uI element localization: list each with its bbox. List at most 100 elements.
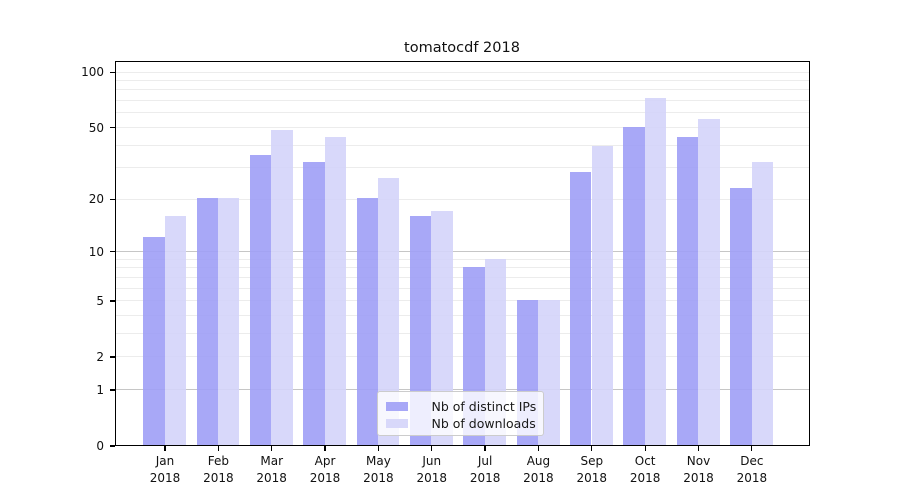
- x-tick-sep: [591, 446, 593, 451]
- gridline-4: [115, 314, 809, 316]
- x-tick-label-may: May 2018: [346, 453, 410, 486]
- legend-entry-distinct-ips: Nb of distinct IPs: [386, 398, 543, 415]
- gridline-30: [115, 167, 809, 169]
- y-tick-label-50: 50: [88, 120, 104, 135]
- y-tick-50: [110, 126, 115, 129]
- x-tick-month: Jun: [422, 454, 442, 468]
- y-tick-100: [110, 71, 115, 73]
- gridline-8: [115, 267, 809, 269]
- y-tick-label-2: 2: [96, 350, 104, 365]
- x-tick-jan: [164, 446, 166, 451]
- x-tick-year: 2018: [416, 470, 448, 485]
- bar-downloads-jun: [431, 210, 453, 445]
- y-tick-label-5: 5: [96, 293, 104, 308]
- gridline-9: [115, 258, 809, 260]
- bar-ips-may: [356, 198, 379, 445]
- x-tick-label-apr: Apr 2018: [293, 453, 357, 486]
- legend-label-downloads: Nb of downloads: [431, 416, 536, 431]
- gridline-3: [115, 333, 809, 335]
- x-tick-label-mar: Mar 2018: [240, 453, 304, 486]
- gridline-1: [115, 389, 809, 391]
- y-tick-10: [110, 251, 115, 253]
- bar-ips-feb: [196, 198, 219, 445]
- y-tick-label-0: 0: [96, 439, 104, 453]
- x-tick-year: 2018: [683, 470, 714, 485]
- bar-ips-dec: [730, 187, 752, 445]
- x-tick-label-jun: Jun 2018: [400, 453, 464, 486]
- gridline-60: [115, 112, 809, 114]
- legend-entry-downloads: Nb of downloads: [386, 415, 543, 432]
- bar-downloads-dec: [751, 161, 773, 445]
- x-tick-year: 2018: [629, 470, 661, 485]
- x-tick-jun: [431, 446, 433, 451]
- legend-label-distinct-ips: Nb of distinct IPs: [431, 399, 537, 414]
- gridline-50: [115, 126, 809, 128]
- gridline-7: [115, 276, 809, 278]
- plot-area: [114, 61, 810, 446]
- chart-title: tomatocdf 2018: [404, 40, 520, 56]
- x-tick-month: Feb: [207, 454, 229, 468]
- y-tick-2: [110, 356, 115, 358]
- bar-ips-mar: [250, 154, 272, 445]
- gridline-2: [115, 356, 809, 358]
- x-tick-label-oct: Oct 2018: [613, 453, 677, 486]
- bar-downloads-oct: [644, 97, 667, 445]
- bar-downloads-feb: [218, 198, 240, 445]
- x-tick-apr: [324, 446, 326, 451]
- bar-downloads-sep: [591, 146, 613, 445]
- bar-ips-jan: [143, 237, 165, 445]
- x-tick-oct: [644, 446, 646, 451]
- x-tick-label-aug: Aug 2018: [506, 453, 570, 486]
- x-tick-year: 2018: [203, 470, 234, 485]
- x-tick-year: 2018: [363, 470, 394, 485]
- x-tick-month: May: [365, 454, 391, 468]
- x-tick-year: 2018: [149, 470, 181, 485]
- bar-ips-apr: [303, 161, 325, 445]
- x-tick-month: Mar: [260, 454, 283, 468]
- gridline-20: [115, 198, 809, 200]
- bar-downloads-apr: [324, 136, 347, 445]
- x-tick-month: Aug: [526, 454, 551, 468]
- x-tick-month: Dec: [740, 454, 764, 468]
- x-tick-may: [377, 446, 380, 451]
- x-tick-label-feb: Feb 2018: [186, 453, 250, 486]
- bar-ips-nov: [676, 136, 699, 445]
- bar-downloads-nov: [698, 119, 720, 445]
- y-tick-label-100: 100: [81, 65, 104, 80]
- y-tick-1: [110, 389, 115, 391]
- bar-downloads-may: [378, 178, 400, 445]
- bar-downloads-jan: [164, 215, 187, 445]
- y-tick-label-1: 1: [96, 382, 104, 397]
- x-tick-year: 2018: [469, 470, 501, 485]
- legend-swatch-downloads: [386, 418, 408, 429]
- x-tick-feb: [217, 446, 219, 451]
- gridline-90: [115, 79, 809, 81]
- x-tick-aug: [537, 446, 540, 451]
- x-tick-jul: [484, 446, 486, 451]
- legend: Nb of distinct IPs Nb of downloads: [377, 391, 544, 436]
- gridline-100: [115, 71, 809, 73]
- x-tick-year: 2018: [576, 470, 608, 485]
- x-tick-year: 2018: [523, 470, 554, 485]
- x-tick-dec: [751, 446, 753, 451]
- x-tick-month: Jul: [477, 454, 493, 468]
- x-tick-mar: [271, 446, 273, 451]
- x-tick-month: Apr: [314, 454, 336, 468]
- gridline-10: [115, 251, 809, 253]
- y-tick-label-10: 10: [88, 244, 104, 259]
- x-tick-month: Sep: [580, 454, 604, 468]
- bar-ips-oct: [623, 126, 645, 445]
- gridline-5: [115, 300, 809, 302]
- x-tick-label-dec: Dec 2018: [720, 453, 784, 486]
- x-tick-label-nov: Nov 2018: [667, 453, 731, 486]
- x-tick-month: Nov: [686, 454, 711, 468]
- bar-downloads-mar: [271, 129, 293, 445]
- gridline-6: [115, 287, 809, 289]
- y-tick-20: [110, 198, 115, 201]
- x-tick-label-sep: Sep 2018: [560, 453, 624, 486]
- y-tick-label-20: 20: [88, 192, 104, 207]
- gridline-40: [115, 144, 809, 146]
- x-tick-month: Oct: [634, 454, 656, 468]
- x-tick-year: 2018: [256, 470, 287, 485]
- bar-ips-jun: [410, 215, 432, 445]
